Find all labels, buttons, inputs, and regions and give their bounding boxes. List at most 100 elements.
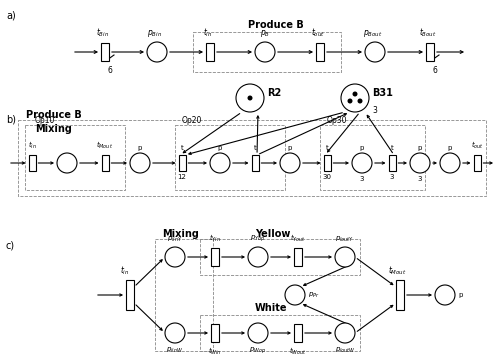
- Circle shape: [248, 323, 268, 343]
- Text: $t_{Yin}$: $t_{Yin}$: [209, 233, 221, 244]
- Text: $t_{Yout}$: $t_{Yout}$: [290, 233, 306, 244]
- Text: a): a): [6, 10, 16, 20]
- Bar: [193, 32, 341, 72]
- Circle shape: [147, 42, 167, 62]
- Bar: [426, 43, 434, 61]
- Text: Op30: Op30: [327, 116, 347, 125]
- Text: Op20: Op20: [182, 116, 203, 125]
- Text: $p_{loutW}$: $p_{loutW}$: [334, 346, 355, 355]
- Text: t: t: [254, 145, 256, 151]
- Text: 6: 6: [108, 66, 112, 75]
- Bar: [18, 120, 486, 196]
- Text: Yellow: Yellow: [255, 229, 290, 239]
- Text: t: t: [326, 145, 328, 151]
- Circle shape: [410, 153, 430, 173]
- Text: White: White: [255, 303, 288, 313]
- Bar: [200, 239, 360, 275]
- Text: $t_{Mout}$: $t_{Mout}$: [388, 265, 406, 277]
- Text: p: p: [458, 292, 462, 298]
- Text: R2: R2: [267, 88, 281, 98]
- Bar: [320, 125, 425, 190]
- Text: p: p: [288, 145, 292, 151]
- Circle shape: [165, 247, 185, 267]
- Circle shape: [352, 153, 372, 173]
- Text: $t_{out}$: $t_{out}$: [311, 27, 325, 39]
- Bar: [28, 155, 35, 171]
- Text: $p_B$: $p_B$: [260, 28, 270, 39]
- Circle shape: [352, 92, 358, 97]
- Text: $p_{Wop}$: $p_{Wop}$: [250, 346, 266, 356]
- Text: 3: 3: [372, 106, 377, 115]
- Text: Produce B: Produce B: [248, 20, 304, 30]
- Circle shape: [280, 153, 300, 173]
- Text: 12: 12: [178, 174, 186, 180]
- Bar: [294, 248, 302, 266]
- Text: 3: 3: [360, 176, 364, 182]
- Circle shape: [210, 153, 230, 173]
- Circle shape: [365, 42, 385, 62]
- Bar: [25, 125, 125, 190]
- Bar: [388, 155, 396, 171]
- Text: 3: 3: [390, 174, 394, 180]
- Text: p: p: [418, 145, 422, 151]
- Text: $t_{in}$: $t_{in}$: [203, 27, 213, 39]
- Circle shape: [348, 98, 352, 103]
- Text: Op10: Op10: [35, 116, 56, 125]
- Circle shape: [130, 153, 150, 173]
- Text: $p_{Pr}$: $p_{Pr}$: [308, 290, 320, 300]
- Circle shape: [358, 98, 362, 103]
- Bar: [102, 155, 108, 171]
- Circle shape: [335, 247, 355, 267]
- Circle shape: [248, 95, 252, 101]
- Text: 6: 6: [432, 66, 438, 75]
- Text: Mixing: Mixing: [35, 124, 72, 134]
- Bar: [294, 324, 302, 342]
- Bar: [211, 324, 219, 342]
- Bar: [178, 155, 186, 171]
- Text: p: p: [138, 145, 142, 151]
- Circle shape: [248, 247, 268, 267]
- Text: Mixing: Mixing: [162, 229, 199, 239]
- Text: p: p: [218, 145, 222, 151]
- Bar: [316, 43, 324, 61]
- Text: $t_{Wout}$: $t_{Wout}$: [289, 346, 307, 357]
- Text: $t_{in}$: $t_{in}$: [28, 140, 36, 151]
- Bar: [175, 125, 285, 190]
- Circle shape: [165, 323, 185, 343]
- Text: Produce B: Produce B: [26, 110, 82, 120]
- Text: 3: 3: [418, 176, 422, 182]
- Text: p: p: [360, 145, 364, 151]
- Circle shape: [440, 153, 460, 173]
- Text: c): c): [6, 240, 15, 250]
- Text: t: t: [180, 145, 184, 151]
- Text: $t_{Mout}$: $t_{Mout}$: [96, 140, 114, 151]
- Text: $p_{linW}$: $p_{linW}$: [166, 346, 184, 355]
- Bar: [101, 43, 109, 61]
- Text: t: t: [390, 145, 394, 151]
- Bar: [206, 43, 214, 61]
- Text: p: p: [448, 145, 452, 151]
- Bar: [474, 155, 480, 171]
- Circle shape: [255, 42, 275, 62]
- Bar: [252, 155, 258, 171]
- Circle shape: [57, 153, 77, 173]
- Text: $p_{loutY}$: $p_{loutY}$: [336, 235, 354, 244]
- Text: $t_{Bout}$: $t_{Bout}$: [419, 27, 437, 39]
- Text: b): b): [6, 115, 16, 125]
- Bar: [396, 280, 404, 310]
- Bar: [200, 315, 360, 351]
- Text: $t_{out}$: $t_{out}$: [470, 140, 484, 151]
- Text: $p_{linY}$: $p_{linY}$: [167, 235, 183, 244]
- Bar: [155, 239, 213, 351]
- Text: 30: 30: [322, 174, 332, 180]
- Text: $p_{Bout}$: $p_{Bout}$: [364, 28, 382, 39]
- Circle shape: [335, 323, 355, 343]
- Text: $t_{in}$: $t_{in}$: [120, 265, 130, 277]
- Bar: [126, 280, 134, 310]
- Bar: [324, 155, 330, 171]
- Circle shape: [341, 84, 369, 112]
- Text: $p_{Yop}$: $p_{Yop}$: [250, 233, 266, 244]
- Text: $p_{Bin}$: $p_{Bin}$: [148, 28, 162, 39]
- Circle shape: [285, 285, 305, 305]
- Text: B31: B31: [372, 88, 393, 98]
